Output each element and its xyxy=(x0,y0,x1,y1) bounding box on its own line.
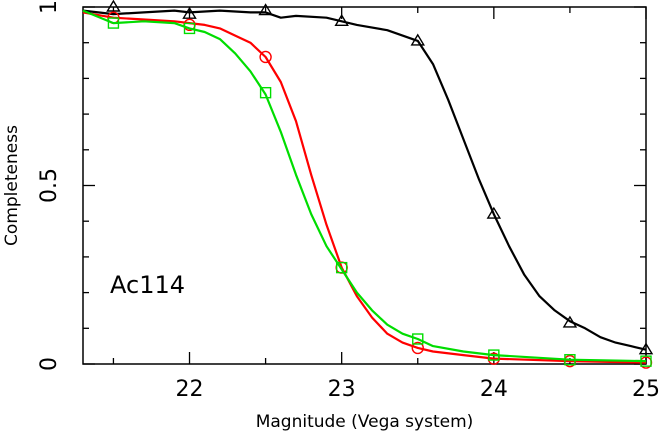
axis-ticks xyxy=(83,6,647,365)
square-marker xyxy=(564,354,576,366)
series-layer xyxy=(82,0,654,369)
square-marker xyxy=(259,86,272,99)
y-tick-labels: 00.51 xyxy=(37,0,62,371)
square-marker xyxy=(488,349,500,361)
triangle-marker xyxy=(486,206,502,219)
y-axis-label: Completeness xyxy=(2,125,22,246)
square-marker xyxy=(640,355,652,367)
y-tick-label: 0 xyxy=(37,357,62,371)
x-tick-labels: 22 23 24 25 xyxy=(176,377,660,402)
y-tick-label: 1 xyxy=(37,0,62,14)
triangle-marker xyxy=(258,3,273,16)
series-line xyxy=(82,11,647,364)
series-triangle xyxy=(82,0,654,355)
x-tick-label: 24 xyxy=(480,377,508,402)
triangle-marker xyxy=(334,13,349,26)
y-tick-label: 0.5 xyxy=(37,168,62,203)
circle-marker xyxy=(259,50,272,64)
triangle-marker xyxy=(182,6,197,19)
square-marker xyxy=(412,333,424,345)
x-axis-label: Magnitude (Vega system) xyxy=(256,412,474,432)
square-marker xyxy=(335,261,348,274)
triangle-marker xyxy=(562,315,578,328)
triangle-marker xyxy=(638,342,654,355)
plot-area xyxy=(82,0,654,369)
series-square xyxy=(82,9,652,367)
plot-frame xyxy=(82,6,647,365)
triangle-marker xyxy=(410,33,425,46)
dataset-annotation: Ac114 xyxy=(110,271,185,299)
x-tick-label: 22 xyxy=(176,377,204,402)
triangle-marker xyxy=(106,0,121,12)
circle-marker xyxy=(411,341,424,355)
series-circle xyxy=(82,11,653,369)
series-line xyxy=(82,9,647,363)
x-tick-label: 23 xyxy=(328,377,356,402)
square-marker xyxy=(183,22,196,35)
x-tick-label: 25 xyxy=(632,377,660,402)
square-marker xyxy=(107,17,120,29)
